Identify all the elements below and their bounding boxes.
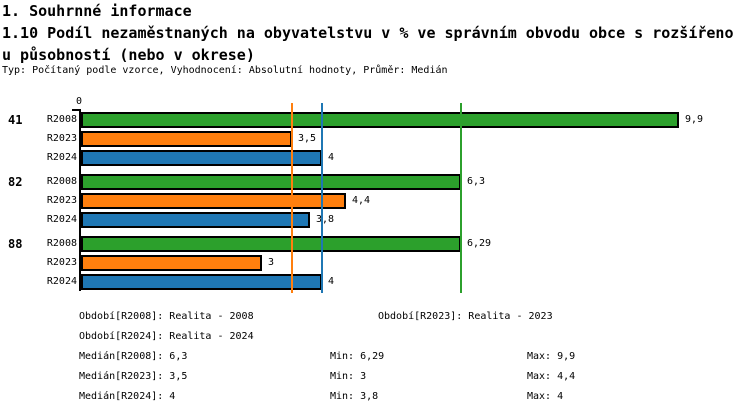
bar-row-label: R2008 <box>46 176 77 187</box>
legend-median-r2024: Medián[R2024]: 4 <box>79 391 176 402</box>
bar-r2023-88 <box>81 255 262 271</box>
bar-r2023-41 <box>81 131 292 147</box>
median-line-r2023 <box>291 103 293 293</box>
chart-subtitle: Typ: Počítaný podle vzorce, Vyhodnocení:… <box>2 65 448 76</box>
median-line-r2008 <box>460 103 462 293</box>
axis-zero-label: 0 <box>76 96 83 107</box>
legend-min-r2024: Min: 3,8 <box>330 391 379 402</box>
bar-row-label: R2023 <box>46 257 77 268</box>
bar-value-label: 6,3 <box>467 176 486 187</box>
bar-value-label: 3,5 <box>298 133 317 144</box>
legend-min-r2023: Min: 3 <box>330 371 367 382</box>
group-label-82: 82 <box>8 175 23 189</box>
legend-median-r2023: Medián[R2023]: 3,5 <box>79 371 188 382</box>
legend-max-r2008: Max: 9,9 <box>527 351 576 362</box>
bar-value-label: 3,8 <box>316 214 335 225</box>
bar-row-label: R2024 <box>46 152 77 163</box>
legend-period-r2008: Období[R2008]: Realita - 2008 <box>79 311 254 322</box>
legend-max-r2023: Max: 4,4 <box>527 371 576 382</box>
chart-title-line2: u působností (nebo v okrese) <box>2 46 255 64</box>
legend-period-r2023: Období[R2023]: Realita - 2023 <box>378 311 553 322</box>
group-label-41: 41 <box>8 113 23 127</box>
bar-r2008-82 <box>81 174 461 190</box>
bar-row-label: R2008 <box>46 114 77 125</box>
bar-value-label: 4 <box>328 152 335 163</box>
bar-r2024-88 <box>81 274 322 290</box>
legend-period-r2024: Období[R2024]: Realita - 2024 <box>79 331 254 342</box>
bar-value-label: 6,29 <box>467 238 492 249</box>
bar-r2023-82 <box>81 193 346 209</box>
legend-min-r2008: Min: 6,29 <box>330 351 385 362</box>
legend-max-r2024: Max: 4 <box>527 391 564 402</box>
bar-row-label: R2024 <box>46 214 77 225</box>
bar-value-label: 4,4 <box>352 195 371 206</box>
bar-value-label: 4 <box>328 276 335 287</box>
bar-r2024-41 <box>81 150 322 166</box>
y-axis-line <box>79 109 81 291</box>
bar-value-label: 3 <box>268 257 275 268</box>
bar-row-label: R2023 <box>46 133 77 144</box>
bar-row-label: R2024 <box>46 276 77 287</box>
chart-title-line1: 1.10 Podíl nezaměstnaných na obyvatelstv… <box>2 24 734 42</box>
median-line-r2024 <box>321 103 323 293</box>
group-label-88: 88 <box>8 237 23 251</box>
bar-value-label: 9,9 <box>685 114 704 125</box>
bar-r2008-41 <box>81 112 679 128</box>
bar-r2008-88 <box>81 236 461 252</box>
bar-row-label: R2008 <box>46 238 77 249</box>
bar-row-label: R2023 <box>46 195 77 206</box>
axis-top-tick <box>72 109 81 111</box>
legend-median-r2008: Medián[R2008]: 6,3 <box>79 351 188 362</box>
section-title: 1. Souhrnné informace <box>2 2 192 20</box>
bar-r2024-82 <box>81 212 310 228</box>
